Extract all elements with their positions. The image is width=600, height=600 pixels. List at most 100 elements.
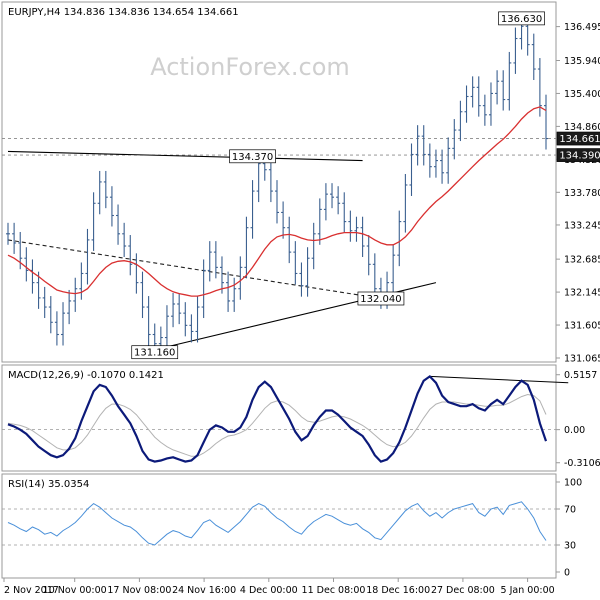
ohlc-bar [544,94,548,150]
ohlc-bar [103,170,108,209]
price-tick-label: 133.780 [564,188,600,199]
ohlc-bar [501,70,506,111]
price-tick-label: 136.495 [564,22,600,33]
time-tick-label: 2 Nov 2017 [4,585,59,596]
ohlc-bar [348,210,353,242]
ohlc-bar [281,201,286,239]
rsi-panel-frame [1,473,557,579]
macd-tick-label: -0.3106 [564,458,600,469]
ohlc-bar [299,262,304,297]
time-tick-label: 4 Dec 00:00 [240,585,298,596]
macd-tick-label: 0.00 [564,425,585,436]
ohlc-bar [122,222,127,257]
macd-trendline-segment [429,375,569,384]
macd-signal-line [7,393,547,457]
ohlc-bar [226,271,231,312]
macd-line [7,374,548,463]
ohlc-bar [128,235,133,276]
macd-trendline [429,375,569,384]
time-tick-label: 17 Nov 08:00 [107,585,171,596]
ohlc-bar [311,222,316,270]
price-tick-label: 134.860 [564,122,600,133]
rsi-panel-title: RSI(14) 35.0354 [8,479,89,490]
rsi-tick-label: 70 [564,505,576,516]
ohlc-bar [330,183,335,209]
ohlc-bar [458,100,463,142]
ohlc-bar [397,210,402,267]
price-label-box [131,345,179,360]
ohlc-bar [73,277,78,312]
ohlc-bar [67,289,72,325]
price-tick-label: 133.245 [564,220,600,231]
current-price-label: 134.661 [559,134,600,145]
ohlc-bar [24,247,29,282]
price-label: 136.630 [501,14,542,25]
price-panel-title: EURJPY,H4 134.836 134.836 134.654 134.66… [8,7,239,18]
watermark: ActionForex.com [150,53,350,81]
ohlc-bar [287,216,292,264]
ohlc-bar [219,256,224,294]
price-panel-frame [1,1,557,363]
ohlc-bar [183,302,188,337]
ohlc-bar [244,216,249,279]
ohlc-bar [116,204,121,245]
ohlc-bar [360,216,365,257]
ohlc-bar [109,186,114,227]
ohlc-bar [140,271,145,319]
ohlc-bar [391,244,396,294]
ohlc-bar [305,247,310,297]
macd-panel-frame [1,364,557,472]
ohlc-bar [97,170,102,215]
ohlc-bar [232,277,237,312]
ohlc-bar [48,296,53,334]
ohlc-bar [164,305,169,349]
macd-panel: MACD(12,26,9) -0.1070 0.1421 0.5157 0.00 -… [1,364,600,472]
ohlc-bar [440,149,445,184]
ohlc-bar [42,286,47,319]
current-price-tag [556,148,600,162]
price-label-box [357,291,405,306]
ohlc-bar [61,302,66,346]
price-tick-label: 132.685 [564,255,600,266]
macd-panel-title: MACD(12,26,9) -0.1070 0.1421 [8,370,164,381]
macd-axis: 0.5157 0.00 -0.3106 [2,370,600,469]
ohlc-bar [6,222,10,245]
ohlc-bar [495,70,500,105]
price-panel: EURJPY,H4 134.836 134.836 134.654 134.66… [1,1,600,365]
ohlc-bar [201,259,206,319]
ohlc-bar [171,293,176,328]
price-tick-label: 135.400 [564,89,600,100]
moving-average-line [7,106,547,297]
ohlc-bar [79,262,84,300]
ohlc-bar [12,222,17,254]
ohlc-bar [354,216,359,242]
ohlc-bar [91,192,96,251]
ohlc-bar [409,143,414,196]
ohlc-bar [427,143,432,178]
ohlc-bar [513,27,518,74]
rsi-tick-label: 30 [564,541,576,552]
ohlc-bar [415,125,420,166]
ohlc-bar [250,180,255,239]
price-annotations: 136.630 134.370 132.040 131.160 134.661 134.3… [131,11,600,360]
ohlc-bar [207,241,212,282]
ohlc-bar [146,296,151,346]
ohlc-bar [293,241,298,285]
time-tick-label: 27 Dec 08:00 [431,585,495,596]
current-price-tag [556,131,600,146]
ohlc-bar [507,51,512,111]
ohlc-bar [464,85,469,123]
ohlc-bar [452,119,457,160]
time-tick-label: 10 Nov 00:00 [43,585,107,596]
ohlc-bar [36,271,41,309]
ohlc-bar [433,149,438,178]
ohlc-bar [213,241,218,279]
ohlc-bar [476,76,481,117]
ohlc-bar [482,94,487,126]
price-tick-label: 131.605 [564,321,600,332]
ohlc-bar [342,192,347,233]
ohlc-bar [317,198,322,245]
ohlc-bar [336,186,341,215]
